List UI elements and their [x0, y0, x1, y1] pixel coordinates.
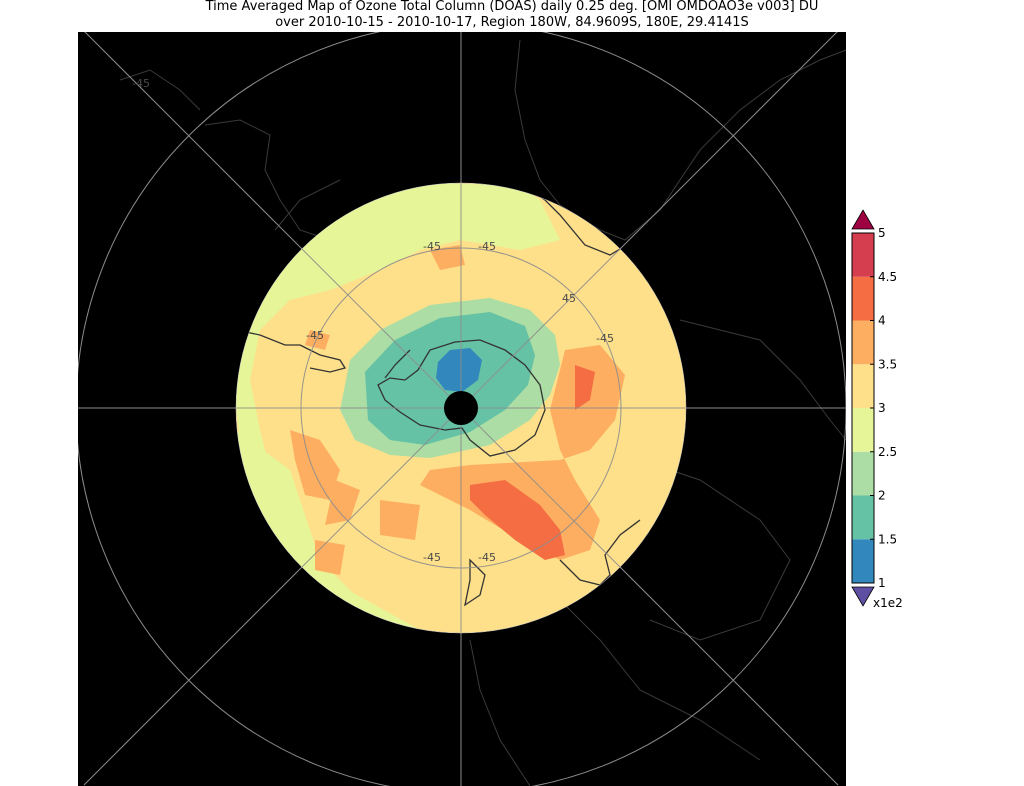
colorbar-tick-label: 1.5 [878, 532, 897, 546]
colorbar-segment [852, 276, 874, 321]
colorbar-tick-label: 5 [878, 226, 886, 240]
graticule-label: 45 [562, 292, 576, 305]
antarctica-outline [377, 339, 546, 457]
value-band-2.5-to-3 [236, 183, 560, 633]
colorbar-tick-label: 1 [878, 576, 886, 590]
colorbar-segment [852, 233, 874, 277]
colorbar-segment [852, 364, 874, 408]
new-zealand-outline [464, 558, 486, 607]
south-pole-marker [444, 391, 478, 425]
graticule-label: -45 [306, 329, 324, 342]
graticule-label: -45 [423, 240, 441, 253]
graticule-labels: -45 -45 -45 45 -45 -45 -45 -45 [132, 77, 614, 564]
colorbar-over-arrow [851, 209, 875, 230]
colorbar-segments [852, 233, 874, 583]
south-america-tip [299, 344, 347, 373]
colorbar-tick-label: 3.5 [878, 357, 897, 371]
colorbar-tick-label: 4.5 [878, 270, 897, 284]
graticule-label: -45 [423, 551, 441, 564]
colorbar: 1 1.5 2 2.5 3 3.5 4 4.5 5 x1e2 [851, 209, 903, 610]
colorbar-tick-label: 2 [878, 489, 886, 503]
graticule-label: -45 [478, 240, 496, 253]
australia-outline [559, 519, 641, 586]
colorbar-segment [852, 320, 874, 365]
colorbar-multiplier: x1e2 [873, 596, 903, 610]
colorbar-segment [852, 495, 874, 540]
data-disc-edge [235, 182, 687, 634]
continent-outlines [119, 39, 846, 786]
colorbar-tick-label: 4 [878, 314, 886, 328]
colorbar-tick-label: 2.5 [878, 445, 897, 459]
map-title-line1: Time Averaged Map of Ozone Total Column … [205, 0, 819, 14]
graticule-label: -45 [596, 332, 614, 345]
colorbar-tick-labels: 1 1.5 2 2.5 3 3.5 4 4.5 5 [870, 226, 897, 590]
colorbar-under-arrow [851, 586, 875, 607]
colorbar-tick-label: 3 [878, 401, 886, 415]
graticule-label: -45 [478, 551, 496, 564]
graticule-label: -45 [132, 77, 150, 90]
map-title-line2: over 2010-10-15 - 2010-10-17, Region 180… [275, 15, 749, 30]
value-band-1-to-1.5 [436, 348, 482, 392]
colorbar-segment [852, 451, 874, 496]
colorbar-segment [852, 539, 874, 583]
value-band-3.5-to-4 [420, 345, 625, 560]
colorbar-segment [852, 408, 874, 452]
value-band-4-to-4.5 [470, 480, 565, 560]
